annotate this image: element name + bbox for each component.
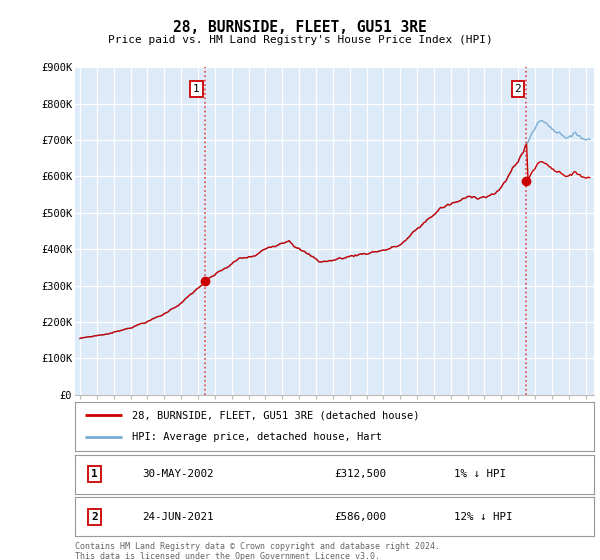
Text: 30-MAY-2002: 30-MAY-2002 bbox=[142, 469, 214, 479]
Text: £312,500: £312,500 bbox=[335, 469, 386, 479]
Text: 2: 2 bbox=[514, 84, 521, 94]
Text: 1% ↓ HPI: 1% ↓ HPI bbox=[454, 469, 506, 479]
Text: 1: 1 bbox=[91, 469, 98, 479]
Text: 28, BURNSIDE, FLEET, GU51 3RE: 28, BURNSIDE, FLEET, GU51 3RE bbox=[173, 20, 427, 35]
Text: Contains HM Land Registry data © Crown copyright and database right 2024.
This d: Contains HM Land Registry data © Crown c… bbox=[75, 542, 440, 560]
Text: 28, BURNSIDE, FLEET, GU51 3RE (detached house): 28, BURNSIDE, FLEET, GU51 3RE (detached … bbox=[132, 410, 419, 421]
Text: 24-JUN-2021: 24-JUN-2021 bbox=[142, 512, 214, 522]
Text: 2: 2 bbox=[91, 512, 98, 522]
Text: £586,000: £586,000 bbox=[335, 512, 386, 522]
Text: HPI: Average price, detached house, Hart: HPI: Average price, detached house, Hart bbox=[132, 432, 382, 442]
Text: Price paid vs. HM Land Registry's House Price Index (HPI): Price paid vs. HM Land Registry's House … bbox=[107, 35, 493, 45]
Text: 12% ↓ HPI: 12% ↓ HPI bbox=[454, 512, 512, 522]
Text: 1: 1 bbox=[193, 84, 200, 94]
